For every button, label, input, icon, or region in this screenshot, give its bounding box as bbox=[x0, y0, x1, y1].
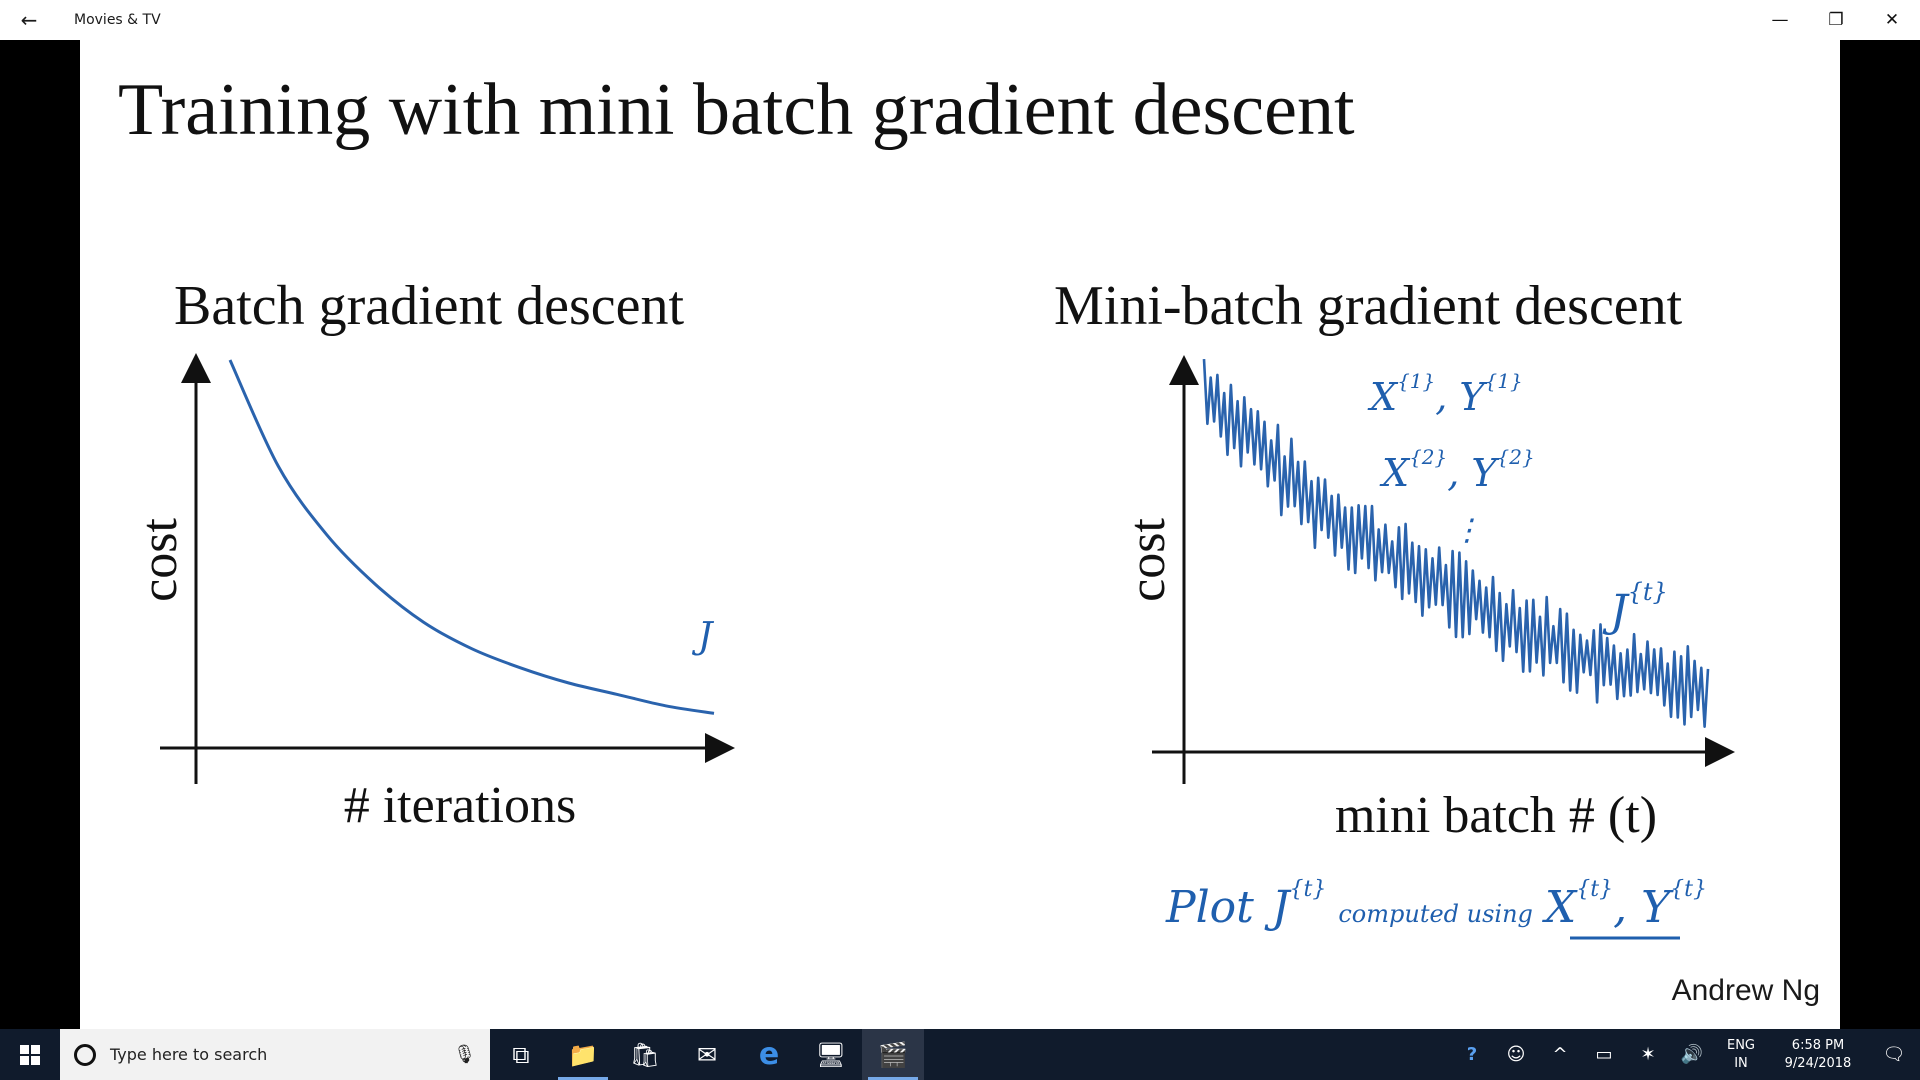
file-explorer-icon[interactable]: 📁 bbox=[552, 1029, 614, 1080]
handwritten-note: Plot J{t}computed using X{t}, Y{t} bbox=[1165, 877, 1707, 940]
minibatch-chart-title: Mini-batch gradient descent bbox=[1054, 275, 1683, 337]
window-title: Movies & TV bbox=[74, 12, 161, 28]
file-explorer-glyph: 📁 bbox=[568, 1040, 598, 1069]
store-icon[interactable]: 🛍 bbox=[629, 1040, 661, 1069]
language-indicator[interactable]: ENG IN bbox=[1714, 1037, 1768, 1073]
action-center-icon[interactable]: 🗨 bbox=[1882, 1044, 1906, 1065]
battery-icon[interactable]: ▭ bbox=[1595, 1044, 1613, 1065]
windows-logo-icon bbox=[20, 1044, 40, 1065]
video-player[interactable]: Training with mini batch gradient descen… bbox=[0, 40, 1920, 1029]
help-icon[interactable]: ? bbox=[1466, 1044, 1478, 1065]
restore-button[interactable]: ❐ bbox=[1828, 10, 1844, 30]
taskbar-search-box[interactable]: Type here to search 🎙 bbox=[60, 1029, 490, 1080]
movies-tv-icon[interactable]: 🎬 bbox=[862, 1029, 924, 1080]
region-code: IN bbox=[1734, 1055, 1748, 1071]
batch-note-2: X{2}, Y{2} bbox=[1379, 445, 1535, 495]
title-bar: ← Movies & TV — ❐ ✕ bbox=[0, 0, 1920, 40]
running-indicator bbox=[558, 1077, 608, 1080]
edge-browser-icon[interactable]: e bbox=[758, 1037, 780, 1072]
clock[interactable]: 6:58 PM 9/24/2018 bbox=[1768, 1037, 1868, 1073]
microphone-icon[interactable]: 🎙 bbox=[453, 1044, 476, 1065]
minibatch-y-label: cost bbox=[1119, 518, 1176, 602]
movies-tv-glyph: 🎬 bbox=[878, 1040, 908, 1069]
task-view-icon[interactable]: ⧉ bbox=[512, 1040, 530, 1069]
slide-canvas: Training with mini batch gradient descen… bbox=[118, 69, 1820, 1007]
lecture-slide: Training with mini batch gradient descen… bbox=[80, 40, 1840, 1029]
batch-chart-title: Batch gradient descent bbox=[174, 275, 684, 337]
minibatch-x-label: mini batch # (t) bbox=[1335, 787, 1657, 844]
window-controls: — ❐ ✕ bbox=[1752, 0, 1920, 40]
remote-desktop-icon[interactable]: 🖥 bbox=[815, 1040, 847, 1069]
clock-date: 9/24/2018 bbox=[1784, 1055, 1852, 1071]
language-code: ENG bbox=[1726, 1037, 1755, 1053]
active-indicator bbox=[868, 1077, 918, 1080]
back-arrow-icon[interactable]: ← bbox=[20, 8, 38, 32]
clock-time: 6:58 PM bbox=[1791, 1037, 1845, 1053]
minibatch-chart: Mini-batch gradient descent cost mini ba… bbox=[1054, 275, 1735, 844]
taskbar: Type here to search 🎙 ⧉ 📁 🛍 ✉ e 🖥 🎬 ? ☺ … bbox=[0, 1029, 1920, 1080]
system-tray: ? ☺ ^ ▭ ✶ 🔊 ENG IN 6:58 PM 9/24/2018 🗨 bbox=[1450, 1029, 1920, 1080]
batch-chart: Batch gradient descent cost # iterations… bbox=[131, 275, 735, 834]
cortana-circle-icon bbox=[74, 1043, 96, 1066]
minibatch-cost-curve bbox=[1202, 359, 1710, 728]
minimize-button[interactable]: — bbox=[1771, 10, 1789, 30]
search-placeholder: Type here to search bbox=[110, 1045, 268, 1064]
batch-y-label: cost bbox=[131, 518, 188, 602]
author-credit: Andrew Ng bbox=[1672, 974, 1820, 1007]
batch-note-1: X{1}, Y{1} bbox=[1367, 369, 1523, 419]
batch-cost-curve bbox=[228, 359, 715, 715]
mail-icon[interactable]: ✉ bbox=[696, 1040, 718, 1069]
batch-j-note: J bbox=[691, 616, 715, 657]
minibatch-j-note: J{t} bbox=[1602, 578, 1668, 637]
plot-note: Plot J{t}computed using X{t}, Y{t} bbox=[1165, 877, 1707, 933]
batch-note-dots: ⋮ bbox=[1452, 513, 1482, 548]
volume-icon[interactable]: 🔊 bbox=[1680, 1044, 1704, 1065]
batch-x-label: # iterations bbox=[344, 777, 577, 834]
people-icon[interactable]: ☺ bbox=[1506, 1044, 1526, 1065]
close-button[interactable]: ✕ bbox=[1884, 10, 1900, 30]
network-icon[interactable]: ✶ bbox=[1640, 1044, 1656, 1065]
slide-title: Training with mini batch gradient descen… bbox=[118, 69, 1355, 151]
chevron-up-icon[interactable]: ^ bbox=[1552, 1044, 1568, 1065]
start-button[interactable] bbox=[0, 1029, 60, 1080]
